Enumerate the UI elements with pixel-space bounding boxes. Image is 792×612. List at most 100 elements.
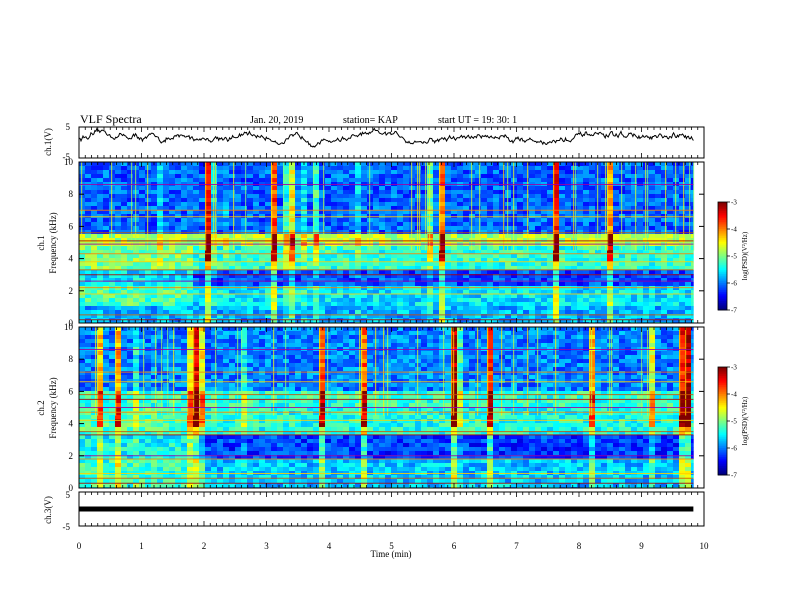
spectrogram-cell	[103, 290, 110, 295]
spectrogram-cell	[385, 250, 392, 255]
spectrogram-cell	[391, 174, 398, 179]
spectrogram-cell	[631, 270, 638, 275]
spectrogram-cell	[169, 226, 176, 231]
spectrogram-cell	[103, 266, 110, 271]
spectrogram-cell	[343, 254, 350, 259]
spectrogram-cell	[661, 343, 668, 348]
spectrogram-cell	[343, 278, 350, 283]
spectrogram-cell	[469, 262, 476, 267]
spectrogram-cell	[289, 194, 296, 199]
spectrogram-cell	[649, 190, 656, 195]
spectrogram-cell	[199, 238, 206, 243]
spectrogram-cell	[481, 335, 488, 340]
colorbar-segment	[718, 274, 727, 277]
spectrogram-cell	[307, 266, 314, 271]
spectrogram-cell	[487, 166, 494, 171]
spectrogram-cell	[157, 262, 164, 267]
spectrogram-cell	[139, 262, 146, 267]
spectrogram-cell	[649, 262, 656, 267]
spectrogram-cell	[583, 258, 590, 263]
spectrogram-cell	[175, 226, 182, 231]
spectrogram-cell	[631, 194, 638, 199]
spectrogram-cell	[235, 310, 242, 315]
spectrogram-cell	[349, 343, 356, 348]
spectrogram-cell	[319, 286, 326, 291]
spectrogram-cell	[403, 178, 410, 183]
spectrogram-cell	[469, 335, 476, 340]
spectrogram-cell	[667, 274, 674, 279]
spectrogram-cell	[493, 327, 500, 332]
spectrogram-cell	[127, 218, 134, 223]
spectrogram-cell	[487, 186, 494, 191]
spectrogram-cell	[337, 270, 344, 275]
spectrogram-cell	[241, 238, 248, 243]
spectrogram-cell	[463, 306, 470, 311]
spectrogram-cell	[325, 170, 332, 175]
spectrogram-cell	[559, 270, 566, 275]
spectrogram-cell	[127, 327, 134, 332]
spectrogram-cell	[439, 286, 446, 291]
spectrogram-cell	[127, 162, 134, 167]
spectrogram-cell	[307, 339, 314, 344]
spectrogram-cell	[253, 190, 260, 195]
spectrogram-cell	[433, 230, 440, 235]
spectrogram-cell	[121, 162, 128, 167]
spectrogram-cell	[337, 174, 344, 179]
spectrogram-cell	[253, 206, 260, 211]
spectrogram-cell	[181, 198, 188, 203]
spectrogram-cell	[553, 294, 560, 299]
spectrogram-cell	[313, 214, 320, 219]
spectrogram-cell	[247, 331, 254, 336]
spectrogram-cell	[115, 222, 122, 227]
spectrogram-cell	[655, 254, 662, 259]
spectrogram-cell	[457, 302, 464, 307]
spectrogram-cell	[685, 290, 692, 295]
spectrogram-cell	[463, 331, 470, 336]
spectrogram-cell	[151, 186, 158, 191]
spectrogram-cell	[169, 174, 176, 179]
spectrogram-cell	[157, 343, 164, 348]
spectrogram-cell	[439, 266, 446, 271]
spectrogram-cell	[337, 331, 344, 336]
spectrogram-cell	[583, 170, 590, 175]
spectrogram-cell	[655, 166, 662, 171]
spectrogram-cell	[457, 166, 464, 171]
spectrogram-cell	[667, 186, 674, 191]
spectrogram-cell	[139, 234, 146, 239]
spectrogram-cell	[541, 294, 548, 299]
spectrogram-cell	[181, 270, 188, 275]
spectrogram-cell	[529, 238, 536, 243]
spectrogram-cell	[499, 298, 506, 303]
spectrogram-cell	[397, 230, 404, 235]
colorbar-segment	[718, 248, 727, 251]
spectrogram-cell	[475, 266, 482, 271]
spectrogram-cell	[661, 270, 668, 275]
spectrogram-cell	[139, 178, 146, 183]
spectrogram-cell	[403, 234, 410, 239]
spectrogram-cell	[613, 206, 620, 211]
spectrogram-cell	[211, 339, 218, 344]
spectrogram-cell	[691, 202, 694, 207]
spectrogram-cell	[457, 270, 464, 275]
spectrogram-cell	[631, 314, 638, 319]
spectrogram-cell	[457, 266, 464, 271]
spectrogram-cell	[103, 310, 110, 315]
spectrogram-cell	[655, 190, 662, 195]
spectrogram-cell	[601, 335, 608, 340]
spectrogram-cell	[229, 258, 236, 263]
spectrogram-cell	[433, 250, 440, 255]
spectrogram-cell	[457, 226, 464, 231]
spectrogram-cell	[205, 339, 212, 344]
spectrogram-cell	[637, 186, 644, 191]
spectrogram-cell	[451, 190, 458, 195]
spectrogram-cell	[589, 174, 596, 179]
spectrogram-cell	[85, 214, 92, 219]
spectrogram-cell	[247, 186, 254, 191]
spectrogram-cell	[583, 343, 590, 348]
colorbar-segment	[718, 272, 727, 275]
spectrogram-cell	[163, 218, 170, 223]
spectrogram-cell	[613, 246, 620, 251]
spectrogram-cell	[565, 238, 572, 243]
spectrogram-cell	[97, 170, 104, 175]
spectrogram-cell	[277, 230, 284, 235]
